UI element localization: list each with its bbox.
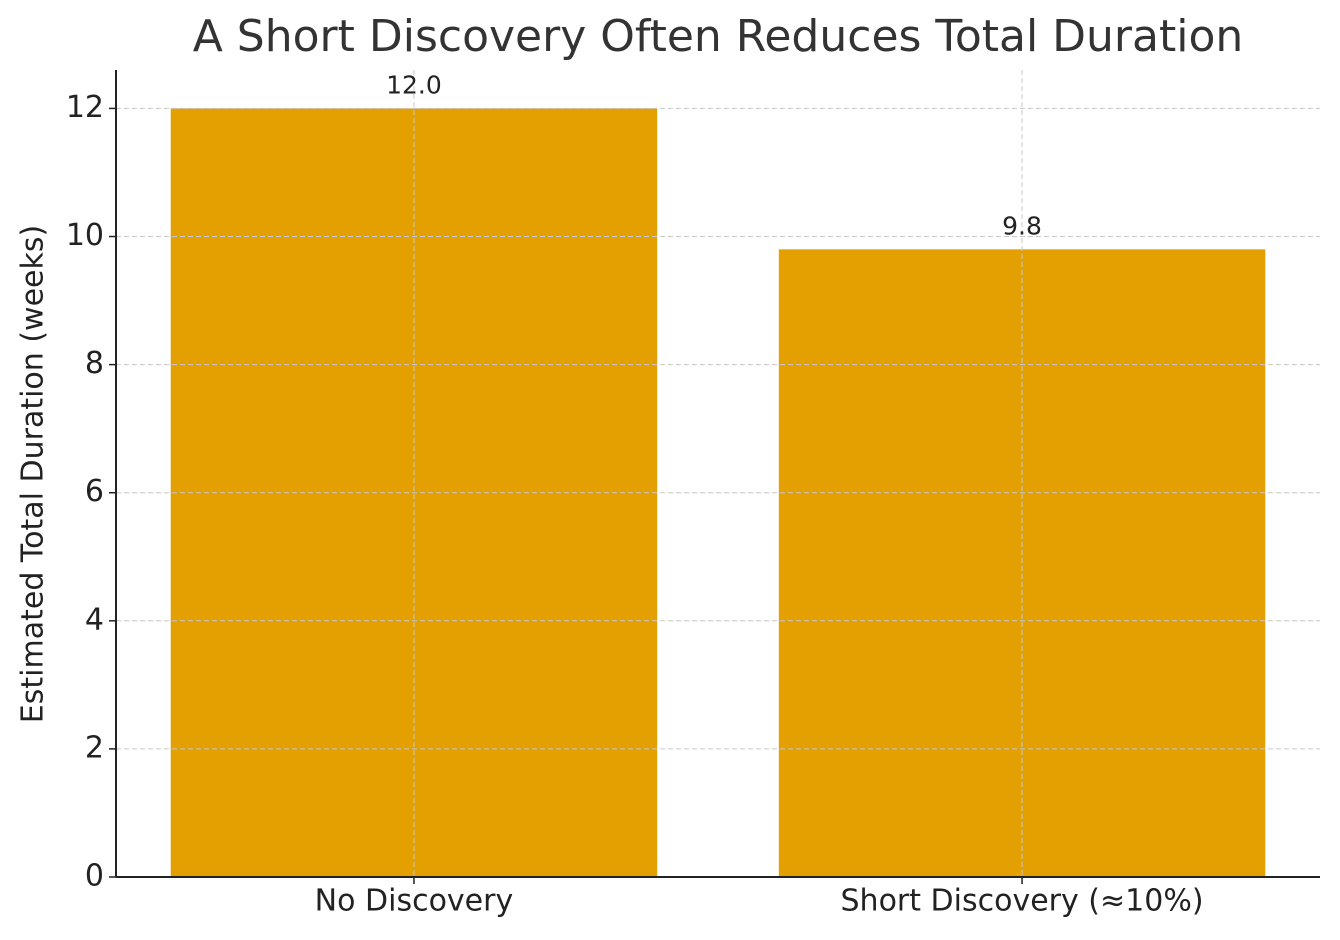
y-tick-label: 2 <box>85 730 104 765</box>
y-tick-label: 0 <box>85 859 104 894</box>
value-label: 12.0 <box>386 70 442 99</box>
x-tick-label: Short Discovery (≈10%) <box>841 884 1204 919</box>
y-axis-label: Estimated Total Duration (weeks) <box>16 225 51 723</box>
x-tick-label: No Discovery <box>315 884 514 919</box>
overlay: 0 2 4 6 8 10 12 No Discovery 12.0 Short Discovery… <box>66 70 1204 918</box>
y-tick-label: 4 <box>85 602 104 637</box>
value-label: 9.8 <box>1002 211 1042 240</box>
chart-title: A Short Discovery Often Reduces Total Du… <box>193 11 1244 62</box>
y-tick-label: 6 <box>85 474 104 509</box>
grid <box>116 70 1320 878</box>
y-tick-label: 10 <box>66 218 104 253</box>
y-tick-label: 8 <box>85 346 104 381</box>
y-tick-label: 12 <box>66 90 104 125</box>
